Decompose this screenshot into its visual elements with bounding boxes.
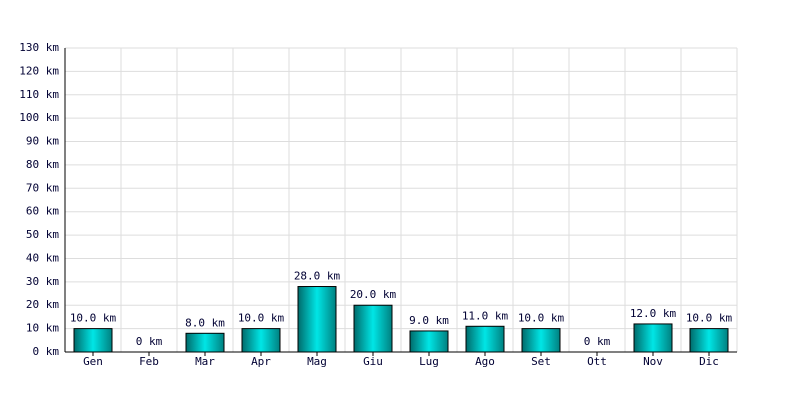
bar [409, 330, 449, 353]
y-tick-label: 120 km [19, 64, 59, 77]
bar [241, 328, 281, 353]
x-tick-label: Ago [475, 355, 495, 368]
value-label: 9.0 km [409, 314, 449, 327]
bar [465, 325, 505, 353]
y-tick-label: 80 km [26, 158, 59, 171]
y-tick-label: 50 km [26, 228, 59, 241]
bar [73, 328, 113, 353]
bar [521, 328, 561, 353]
bar [297, 286, 337, 353]
value-label: 28.0 km [294, 270, 341, 283]
bar [633, 323, 673, 353]
x-tick-label: Mag [307, 355, 327, 368]
y-tick-label: 90 km [26, 135, 59, 148]
value-label: 10.0 km [518, 312, 565, 325]
y-tick-label: 20 km [26, 298, 59, 311]
y-tick-label: 40 km [26, 251, 59, 264]
value-label: 10.0 km [238, 312, 285, 325]
value-label: 11.0 km [462, 309, 509, 322]
x-tick-label: Ott [587, 355, 607, 368]
x-tick-label: Mar [195, 355, 215, 368]
x-tick-label: Set [531, 355, 551, 368]
y-tick-label: 110 km [19, 88, 59, 101]
x-tick-label: Dic [699, 355, 719, 368]
x-tick-label: Nov [643, 355, 663, 368]
value-label: 12.0 km [630, 307, 677, 320]
y-tick-label: 10 km [26, 322, 59, 335]
value-label: 10.0 km [70, 312, 117, 325]
y-tick-label: 100 km [19, 111, 59, 124]
value-label: 8.0 km [185, 316, 225, 329]
x-tick-label: Apr [251, 355, 271, 368]
y-tick-label: 130 km [19, 41, 59, 54]
y-tick-label: 0 km [33, 345, 60, 358]
x-tick-label: Feb [139, 355, 159, 368]
x-tick-label: Gen [83, 355, 103, 368]
bar [689, 328, 729, 353]
value-label: 10.0 km [686, 312, 733, 325]
y-tick-label: 70 km [26, 181, 59, 194]
value-label: 0 km [584, 335, 611, 348]
bar [353, 304, 393, 353]
value-label: 20.0 km [350, 288, 397, 301]
bar [185, 332, 225, 353]
x-tick-label: Lug [419, 355, 439, 368]
x-tick-label: Giu [363, 355, 383, 368]
y-tick-label: 60 km [26, 205, 59, 218]
value-label: 0 km [136, 335, 163, 348]
y-tick-label: 30 km [26, 275, 59, 288]
